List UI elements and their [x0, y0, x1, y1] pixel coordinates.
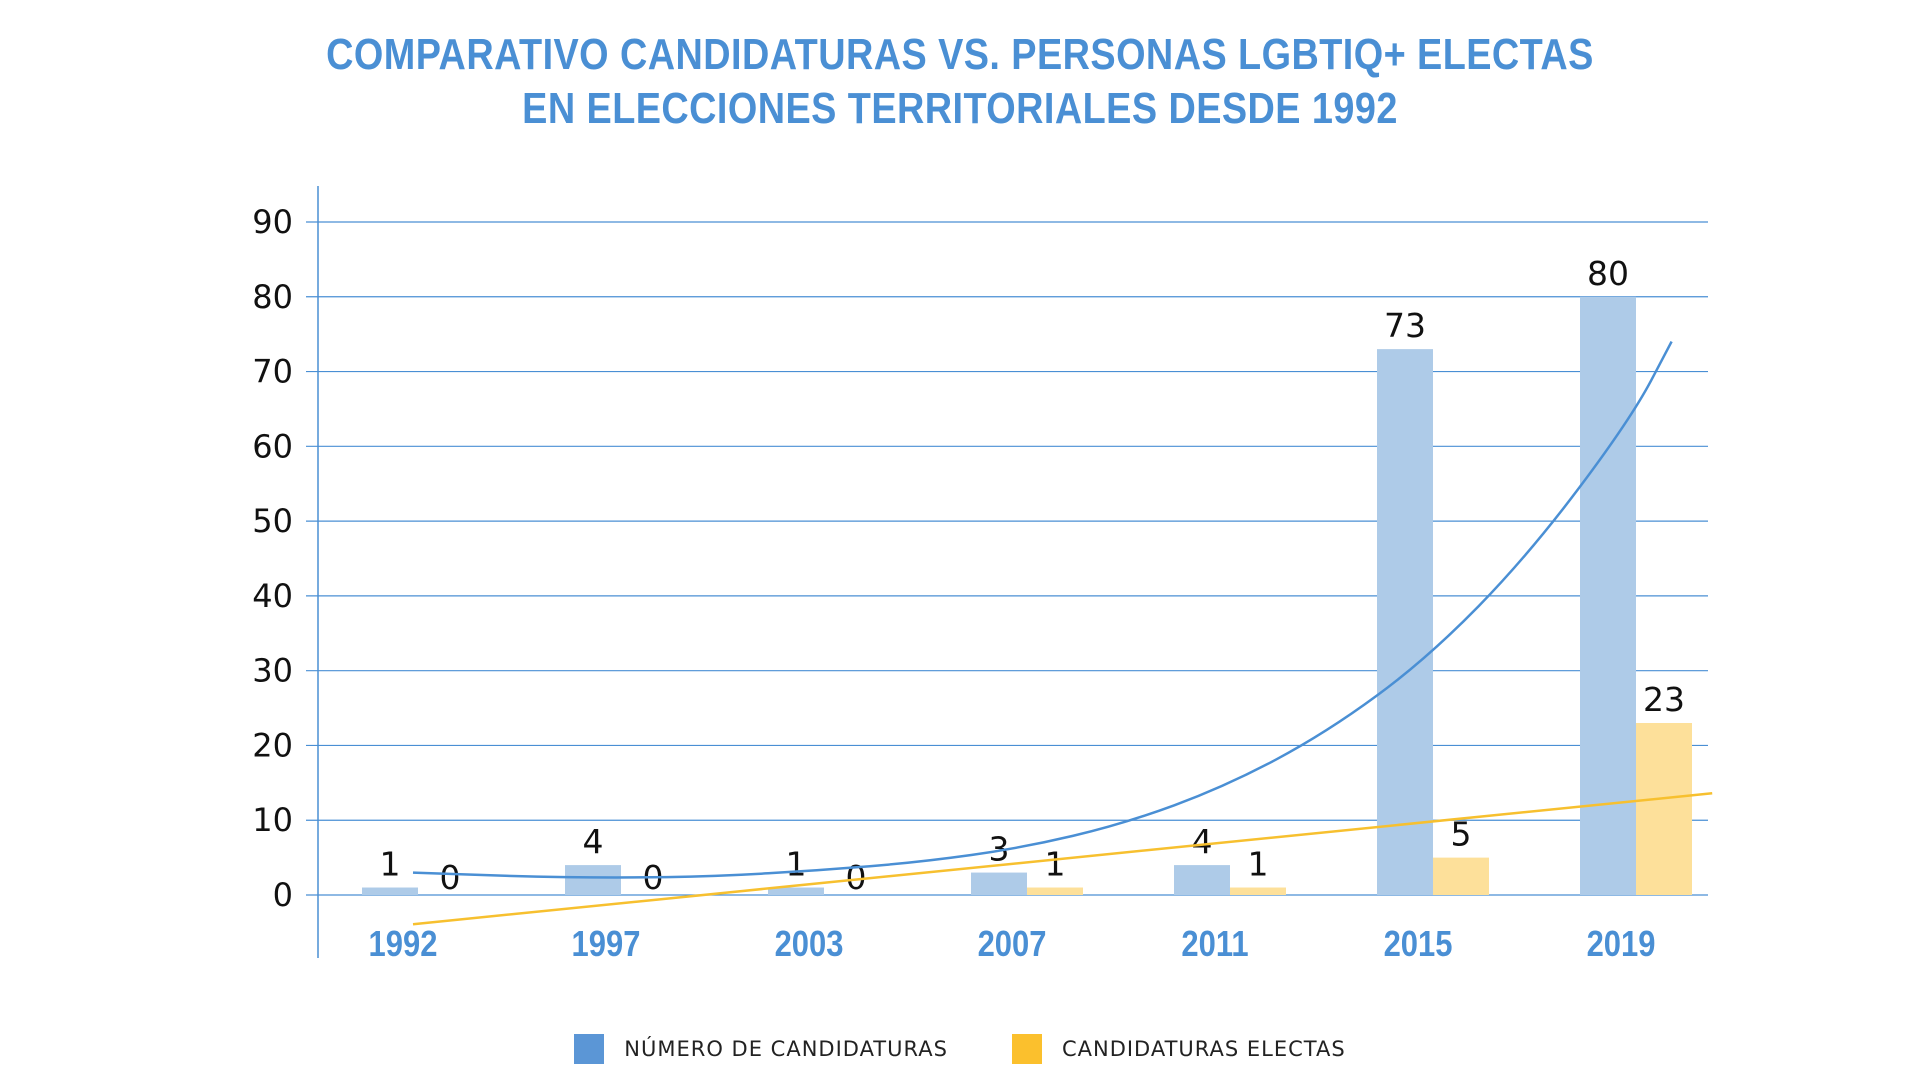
bar-candidaturas-2003 — [768, 887, 824, 895]
bar-candidaturas-1992 — [362, 887, 418, 895]
y-tick-label: 0 — [273, 876, 293, 914]
bar-electas-2019 — [1636, 723, 1692, 895]
y-tick-label: 60 — [252, 427, 293, 465]
x-tick-label-1997: 1997 — [572, 925, 641, 965]
data-label-electas-2019: 23 — [1643, 680, 1685, 719]
data-label-electas-2007: 1 — [1045, 845, 1066, 884]
y-tick-label: 10 — [252, 801, 293, 839]
bar-candidaturas-1997 — [565, 865, 621, 895]
legend-item-candidaturas: NÚMERO DE CANDIDATURAS — [574, 1034, 948, 1064]
trendline-candidaturas — [412, 341, 1673, 879]
data-label-candidaturas-1997: 4 — [583, 822, 604, 861]
data-label-candidaturas-2019: 80 — [1587, 254, 1629, 293]
x-tick-label-2003: 2003 — [775, 925, 844, 965]
data-label-candidaturas-2011: 4 — [1192, 822, 1213, 861]
data-label-electas-1992: 0 — [440, 858, 461, 897]
legend-swatch-electas — [1011, 1034, 1042, 1064]
data-label-candidaturas-1992: 1 — [380, 845, 401, 884]
legend: NÚMERO DE CANDIDATURAS CANDIDATURAS ELEC… — [0, 1034, 1920, 1064]
chart-title-line-1: COMPARATIVO CANDIDATURAS VS. PERSONAS LG… — [326, 30, 1594, 79]
data-label-candidaturas-2003: 1 — [786, 845, 807, 884]
y-tick-label: 80 — [252, 278, 293, 316]
bar-candidaturas-2007 — [971, 872, 1027, 895]
y-tick-label: 30 — [252, 652, 293, 690]
legend-label-candidaturas: NÚMERO DE CANDIDATURAS — [624, 1037, 948, 1061]
chart-title: COMPARATIVO CANDIDATURAS VS. PERSONAS LG… — [0, 28, 1920, 136]
data-label-candidaturas-2015: 73 — [1384, 306, 1426, 345]
y-tick-label: 90 — [252, 203, 293, 241]
legend-label-electas: CANDIDATURAS ELECTAS — [1061, 1037, 1346, 1061]
bar-electas-2015 — [1433, 857, 1489, 895]
bar-electas-2007 — [1027, 887, 1083, 895]
trendline-electas — [412, 792, 1713, 926]
bar-electas-2011 — [1230, 887, 1286, 895]
legend-item-electas: CANDIDATURAS ELECTAS — [1011, 1034, 1346, 1064]
chart-title-line-2: EN ELECCIONES TERRITORIALES DESDE 1992 — [522, 84, 1398, 133]
y-tick-label: 50 — [252, 502, 293, 540]
legend-swatch-candidaturas — [574, 1034, 605, 1064]
bar-candidaturas-2019 — [1580, 296, 1636, 895]
x-tick-label-2007: 2007 — [978, 925, 1047, 965]
x-tick-label-2015: 2015 — [1384, 925, 1453, 965]
x-tick-label-2019: 2019 — [1587, 925, 1656, 965]
bar-candidaturas-2015 — [1377, 349, 1433, 896]
data-label-candidaturas-2007: 3 — [989, 830, 1010, 869]
y-tick-label: 70 — [252, 353, 293, 391]
x-tick-label-1992: 1992 — [369, 925, 438, 965]
bar-candidaturas-2011 — [1174, 865, 1230, 895]
y-tick-label: 40 — [252, 577, 293, 615]
y-tick-label: 20 — [252, 726, 293, 764]
data-label-electas-2011: 1 — [1248, 845, 1269, 884]
data-label-electas-2015: 5 — [1451, 815, 1472, 854]
x-tick-label-2011: 2011 — [1181, 925, 1248, 965]
data-label-electas-2003: 0 — [846, 858, 867, 897]
